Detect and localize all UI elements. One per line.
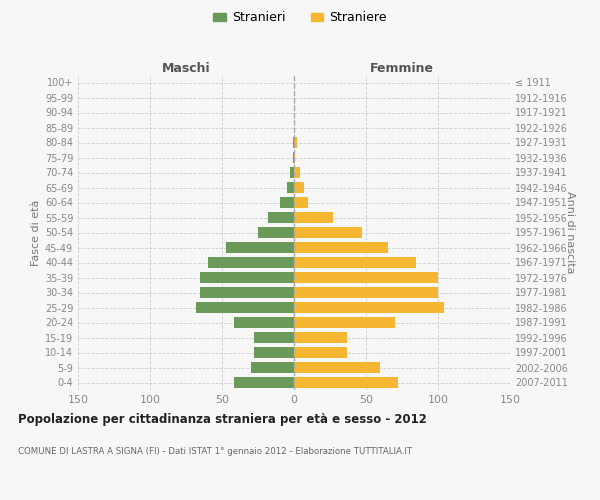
Bar bbox=[268, 212, 294, 224]
Bar bbox=[294, 136, 297, 148]
Bar bbox=[294, 316, 395, 328]
Bar bbox=[200, 286, 294, 298]
Bar bbox=[287, 182, 294, 194]
Bar bbox=[280, 196, 294, 208]
Bar bbox=[196, 302, 294, 314]
Bar bbox=[294, 182, 304, 194]
Bar bbox=[233, 376, 294, 388]
Bar bbox=[258, 226, 294, 238]
Bar bbox=[294, 302, 444, 314]
Text: Popolazione per cittadinanza straniera per età e sesso - 2012: Popolazione per cittadinanza straniera p… bbox=[18, 412, 427, 426]
Bar bbox=[294, 242, 388, 254]
Bar bbox=[233, 316, 294, 328]
Bar bbox=[294, 256, 416, 268]
Text: COMUNE DI LASTRA A SIGNA (FI) - Dati ISTAT 1° gennaio 2012 - Elaborazione TUTTIT: COMUNE DI LASTRA A SIGNA (FI) - Dati IST… bbox=[18, 448, 412, 456]
Y-axis label: Anni di nascita: Anni di nascita bbox=[565, 191, 575, 274]
Bar bbox=[294, 272, 438, 283]
Bar bbox=[226, 242, 294, 254]
Bar bbox=[294, 196, 308, 208]
Bar bbox=[200, 272, 294, 283]
Bar bbox=[294, 226, 362, 238]
Bar bbox=[294, 286, 438, 298]
Bar bbox=[251, 362, 294, 374]
Bar bbox=[294, 166, 300, 178]
Bar bbox=[254, 332, 294, 344]
Bar bbox=[294, 212, 333, 224]
Bar bbox=[294, 332, 347, 344]
Bar bbox=[294, 346, 347, 358]
Bar bbox=[294, 362, 380, 374]
Bar bbox=[293, 136, 294, 148]
Bar bbox=[293, 152, 294, 164]
Text: Femmine: Femmine bbox=[370, 62, 434, 75]
Bar bbox=[294, 152, 295, 164]
Bar bbox=[294, 376, 398, 388]
Bar bbox=[208, 256, 294, 268]
Text: Maschi: Maschi bbox=[161, 62, 211, 75]
Bar bbox=[290, 166, 294, 178]
Bar bbox=[254, 346, 294, 358]
Y-axis label: Fasce di età: Fasce di età bbox=[31, 200, 41, 266]
Legend: Stranieri, Straniere: Stranieri, Straniere bbox=[208, 6, 392, 29]
